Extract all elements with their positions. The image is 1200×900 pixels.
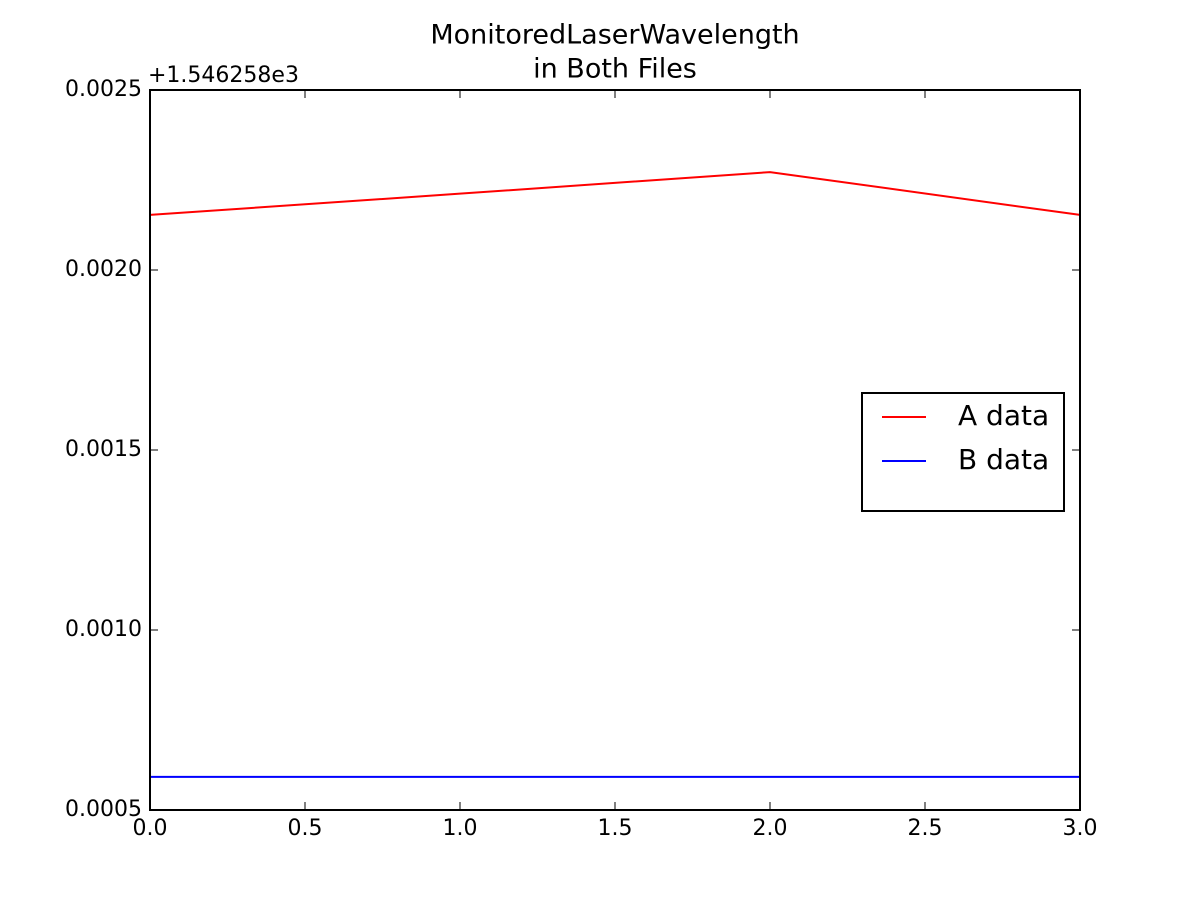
legend-text: B data [958,443,1049,476]
y-tick-label: 0.0020 [65,257,142,282]
legend-box [861,392,1065,512]
x-tick-label: 0.0 [133,816,168,841]
y-tick-label: 0.0015 [65,437,142,462]
chart-title: MonitoredLaserWavelength [430,20,799,51]
x-tick-label: 1.5 [598,816,633,841]
data-line [149,171,1081,216]
offset-label: +1.546258e3 [148,63,299,88]
x-tick-label: 3.0 [1063,816,1098,841]
x-tick-label: 0.5 [288,816,323,841]
x-tick-label: 2.0 [753,816,788,841]
x-tick-label: 2.5 [908,816,943,841]
y-tick-label: 0.0010 [65,617,142,642]
y-tick-label: 0.0005 [65,797,142,822]
legend-text: A data [958,399,1049,432]
y-tick-label: 0.0025 [65,77,142,102]
x-tick-label: 1.0 [443,816,478,841]
plot-frame [149,89,1081,811]
chart-subtitle: in Both Files [533,54,697,85]
